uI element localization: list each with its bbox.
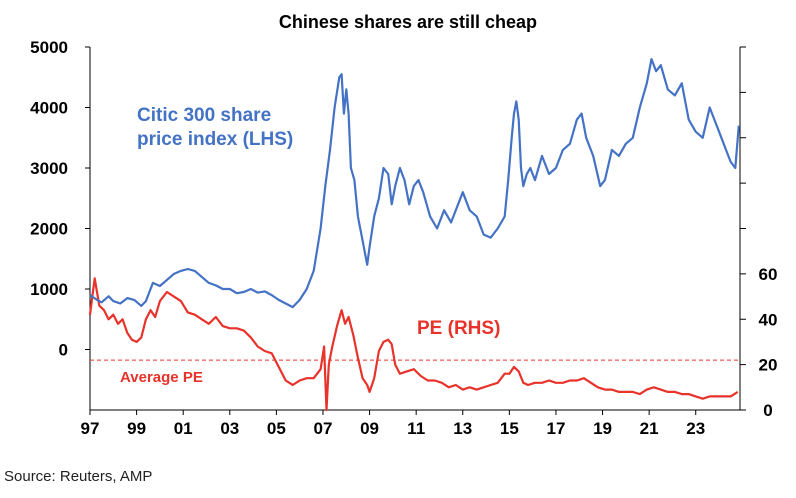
left-tick-label: 2000 bbox=[30, 220, 68, 239]
x-tick-label: 17 bbox=[546, 419, 565, 438]
x-tick-label: 09 bbox=[360, 419, 379, 438]
x-tick-label: 19 bbox=[593, 419, 612, 438]
chart-title: Chinese shares are still cheap bbox=[279, 12, 537, 32]
x-tick-label: 99 bbox=[127, 419, 146, 438]
x-tick-label: 97 bbox=[81, 419, 100, 438]
right-tick-label: 0 bbox=[763, 401, 772, 420]
right-axis: 60 40 20 0 bbox=[740, 46, 778, 420]
price-index-label-line1: Citic 300 share bbox=[137, 105, 271, 126]
x-tick-label: 01 bbox=[174, 419, 193, 438]
right-tick-label: 60 bbox=[759, 265, 778, 284]
left-tick-label: 0 bbox=[59, 341, 68, 360]
pe-series-line bbox=[88, 277, 739, 412]
source-note: Source: Reuters, AMP bbox=[4, 468, 153, 485]
left-tick-label: 3000 bbox=[30, 159, 68, 178]
x-tick-label: 23 bbox=[686, 419, 705, 438]
right-tick-label: 40 bbox=[759, 310, 778, 329]
x-tick-label: 07 bbox=[314, 419, 333, 438]
x-tick-label: 15 bbox=[500, 419, 519, 438]
x-axis: 97 99 01 03 05 07 09 11 13 15 17 19 21 23 bbox=[81, 410, 705, 438]
x-tick-label: 21 bbox=[640, 419, 659, 438]
left-axis: 5000 4000 3000 2000 1000 0 bbox=[30, 38, 90, 360]
x-tick-label: 05 bbox=[267, 419, 286, 438]
x-tick-label: 11 bbox=[407, 419, 425, 438]
average-pe-label: Average PE bbox=[120, 369, 203, 386]
price-index-label-line2: price index (LHS) bbox=[137, 129, 293, 150]
left-tick-label: 1000 bbox=[30, 280, 68, 299]
right-tick-label: 20 bbox=[759, 356, 778, 375]
left-tick-label: 5000 bbox=[30, 38, 68, 57]
price-index-series-line bbox=[89, 58, 740, 309]
left-tick-label: 4000 bbox=[30, 99, 68, 118]
x-tick-label: 13 bbox=[453, 419, 472, 438]
chart: Chinese shares are still cheap 5000 4000… bbox=[30, 12, 778, 438]
x-tick-label: 03 bbox=[220, 419, 239, 438]
pe-label: PE (RHS) bbox=[417, 318, 500, 339]
